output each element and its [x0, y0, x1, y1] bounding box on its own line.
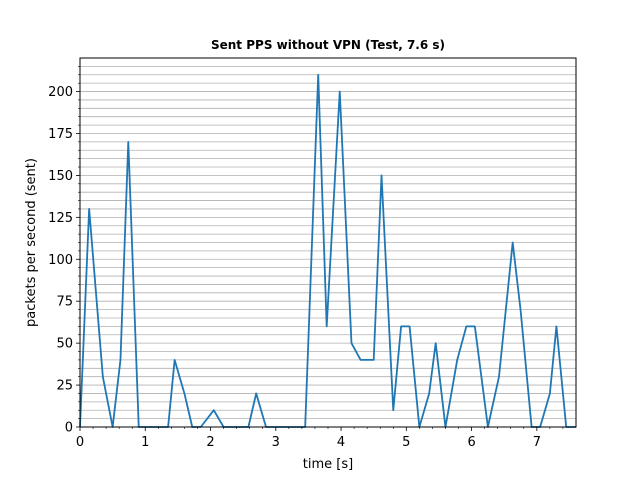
y-tick-label: 25 — [56, 379, 73, 394]
x-tick-label: 0 — [76, 435, 84, 450]
y-tick-label: 50 — [56, 337, 73, 352]
x-tick-label: 4 — [337, 435, 345, 450]
y-axis: 0 25 50 75 100 125 150 175 200 — [48, 66, 80, 436]
y-tick-label: 175 — [48, 127, 73, 142]
y-axis-label: packets per second (sent) — [24, 158, 39, 327]
x-tick-label: 6 — [467, 435, 475, 450]
x-tick-label: 2 — [206, 435, 214, 450]
x-axis-label: time [s] — [303, 457, 353, 472]
chart-title: Sent PPS without VPN (Test, 7.6 s) — [211, 38, 445, 52]
y-tick-label: 100 — [48, 253, 73, 268]
y-tick-label: 125 — [48, 211, 73, 226]
y-tick-label: 200 — [48, 85, 73, 100]
y-tick-label: 0 — [65, 421, 73, 436]
x-tick-label: 1 — [141, 435, 149, 450]
y-tick-label: 150 — [48, 169, 73, 184]
grid — [80, 65, 576, 420]
x-tick-label: 7 — [533, 435, 541, 450]
x-axis: 0 1 2 3 4 5 6 7 — [76, 427, 564, 450]
y-tick-label: 75 — [56, 295, 73, 310]
x-tick-label: 5 — [402, 435, 410, 450]
x-tick-label: 3 — [272, 435, 280, 450]
